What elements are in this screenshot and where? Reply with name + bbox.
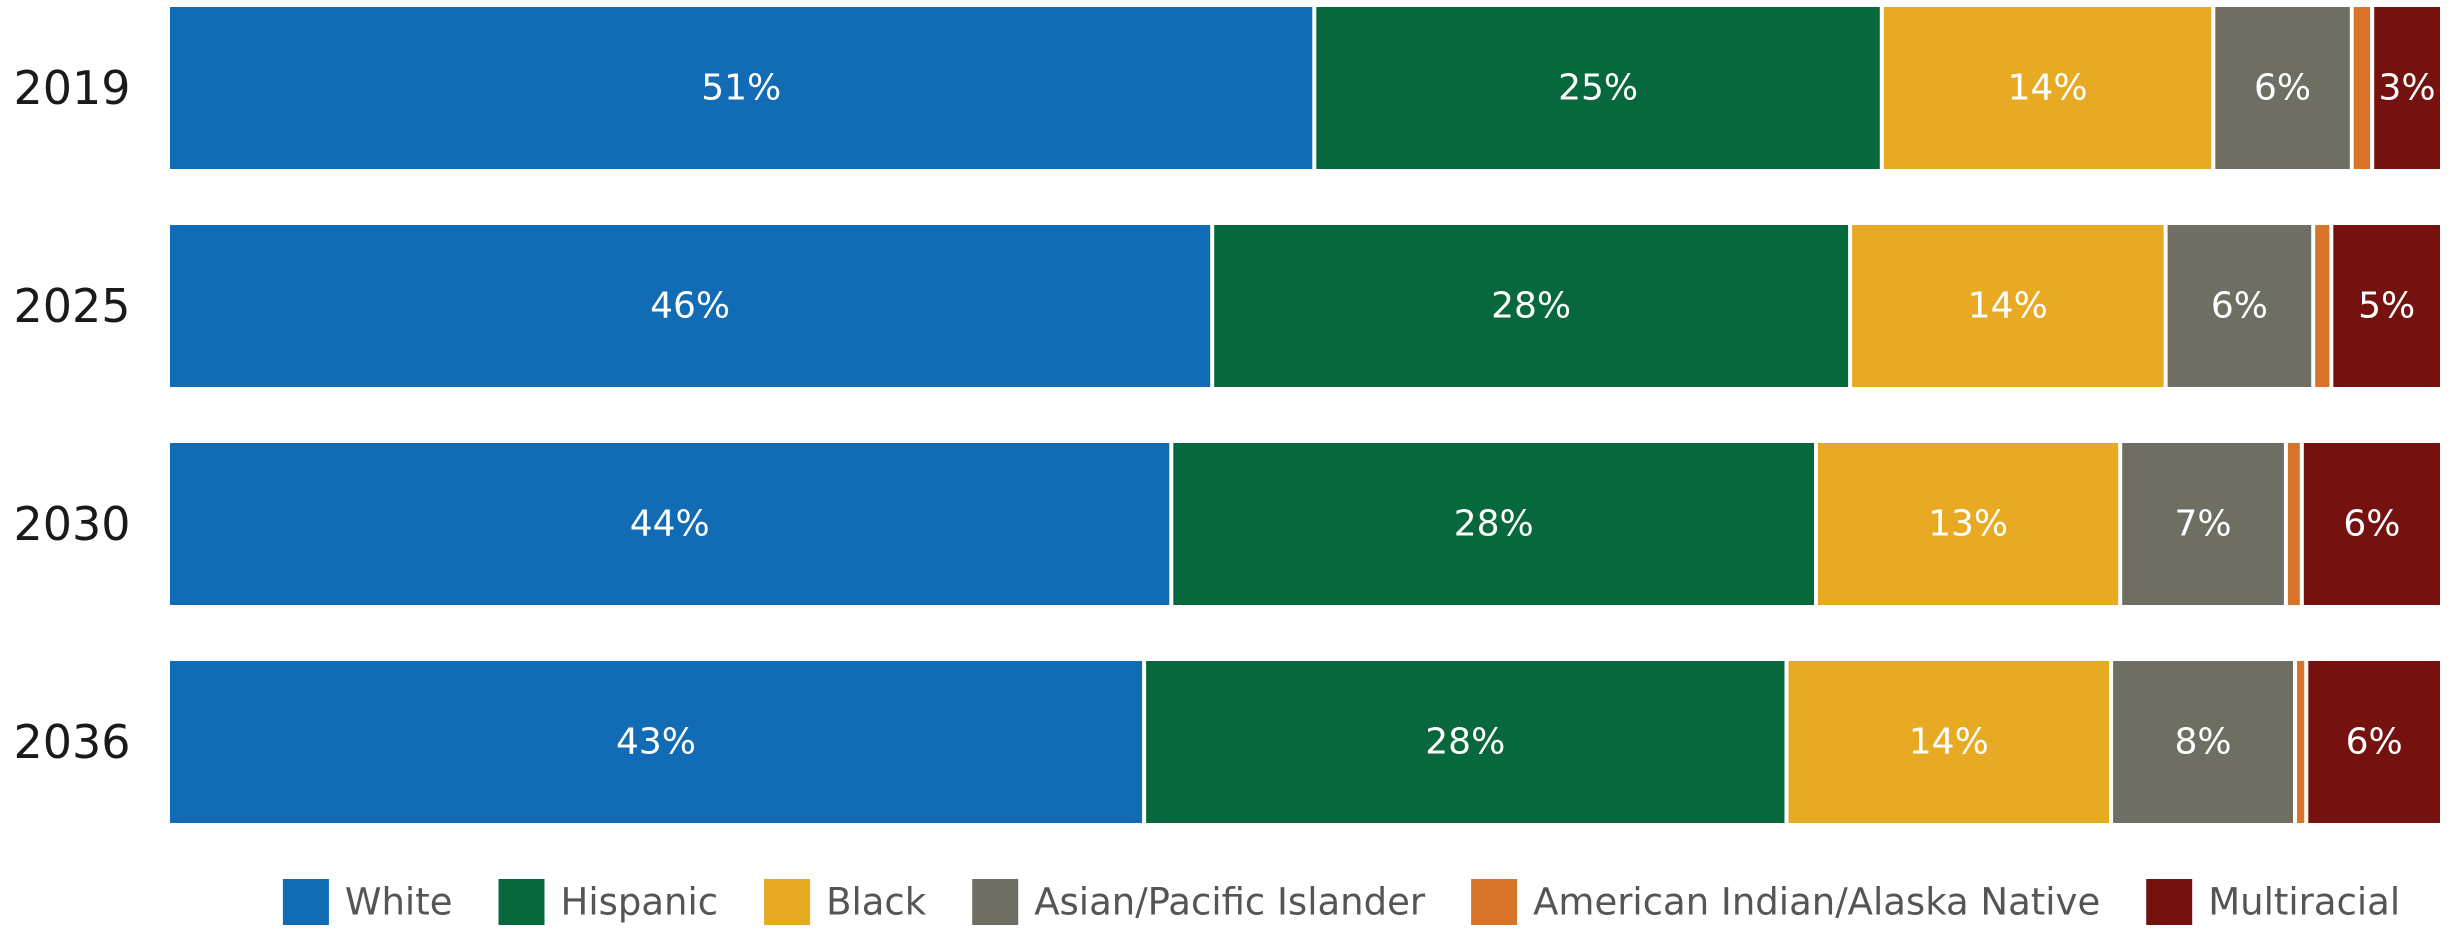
legend-label-hispanic: Hispanic xyxy=(561,881,719,924)
data-label-black-2036: 14% xyxy=(1909,722,1989,763)
year-label-2030: 2030 xyxy=(13,497,130,551)
bar-white-2030 xyxy=(170,443,1170,605)
legend-swatch-white xyxy=(282,879,329,925)
bars: 51% 25% 14% 6% 3%46% 28% 14% 6% 5%44% 28% 13% 7% 6%4… xyxy=(170,7,2440,823)
bar-hispanic-2030 xyxy=(1173,443,1814,605)
legend-swatch-hispanic xyxy=(498,879,545,925)
year-labels: 2019 2025 2030 2036 xyxy=(13,61,130,769)
legend-item-white: White xyxy=(282,879,453,925)
bar-american-indian-alaska-native-2030 xyxy=(2287,443,2300,605)
data-label-multiracial-2030: 6% xyxy=(2343,504,2400,545)
legend-item-asian-pacific-islander: Asian/Pacific Islander xyxy=(972,879,1426,925)
bar-black-2019 xyxy=(1883,7,2212,169)
data-label-black-2030: 13% xyxy=(1928,504,2008,545)
bar-black-2025 xyxy=(1852,225,2164,387)
data-label-hispanic-2025: 28% xyxy=(1491,286,1571,327)
bar-asian-pacific-islander-2030 xyxy=(2122,443,2284,605)
bar-row-2030: 44% 28% 13% 7% 6% xyxy=(170,443,2440,605)
data-label-multiracial-2025: 5% xyxy=(2358,286,2415,327)
data-label-asian-pacific-islander-2025: 6% xyxy=(2211,286,2268,327)
bar-row-2036: 43% 28% 14% 8% 6% xyxy=(170,661,2440,823)
legend: White Hispanic Black Asian/Pacific Islander… xyxy=(282,879,2400,925)
bar-white-2025 xyxy=(170,225,1211,387)
bar-hispanic-2036 xyxy=(1146,661,1785,823)
bar-asian-pacific-islander-2036 xyxy=(2113,661,2293,823)
bar-hispanic-2025 xyxy=(1214,225,1849,387)
bar-asian-pacific-islander-2019 xyxy=(2215,7,2350,169)
bar-black-2036 xyxy=(1788,661,2110,823)
data-label-black-2025: 14% xyxy=(1968,286,2048,327)
bar-asian-pacific-islander-2025 xyxy=(2167,225,2312,387)
bar-multiracial-2025 xyxy=(2333,225,2440,387)
data-label-hispanic-2019: 25% xyxy=(1558,68,1638,109)
bar-row-2019: 51% 25% 14% 6% 3% xyxy=(170,7,2440,169)
bar-multiracial-2036 xyxy=(2308,661,2440,823)
data-label-multiracial-2036: 6% xyxy=(2346,722,2403,763)
legend-label-american-indian-alaska-native: American Indian/Alaska Native xyxy=(1533,881,2100,924)
bar-multiracial-2019 xyxy=(2374,7,2440,169)
legend-item-black: Black xyxy=(764,879,927,925)
legend-label-asian-pacific-islander: Asian/Pacific Islander xyxy=(1034,881,1426,924)
data-label-multiracial-2019: 3% xyxy=(2379,68,2436,109)
bar-white-2019 xyxy=(170,7,1313,169)
data-label-white-2019: 51% xyxy=(701,68,781,109)
data-label-asian-pacific-islander-2030: 7% xyxy=(2175,504,2232,545)
bar-black-2030 xyxy=(1818,443,2119,605)
legend-label-white: White xyxy=(345,881,453,924)
data-label-asian-pacific-islander-2036: 8% xyxy=(2175,722,2232,763)
legend-swatch-multiracial xyxy=(2146,879,2193,925)
legend-item-american-indian-alaska-native: American Indian/Alaska Native xyxy=(1471,879,2100,925)
year-label-2025: 2025 xyxy=(13,279,130,333)
data-label-white-2025: 46% xyxy=(650,286,730,327)
data-label-white-2030: 44% xyxy=(630,504,710,545)
bar-row-2025: 46% 28% 14% 6% 5% xyxy=(170,225,2440,387)
legend-swatch-american-indian-alaska-native xyxy=(1471,879,1518,925)
bar-hispanic-2019 xyxy=(1316,7,1880,169)
legend-swatch-asian-pacific-islander xyxy=(972,879,1019,925)
bar-american-indian-alaska-native-2019 xyxy=(2353,7,2371,169)
year-label-2019: 2019 xyxy=(13,61,130,115)
legend-item-hispanic: Hispanic xyxy=(498,879,719,925)
legend-label-multiracial: Multiracial xyxy=(2208,881,2400,924)
data-label-hispanic-2030: 28% xyxy=(1454,504,1534,545)
legend-swatch-black xyxy=(764,879,811,925)
data-label-asian-pacific-islander-2019: 6% xyxy=(2254,68,2311,109)
bar-white-2036 xyxy=(170,661,1143,823)
year-label-2036: 2036 xyxy=(13,715,130,769)
data-label-white-2036: 43% xyxy=(616,722,696,763)
data-label-black-2019: 14% xyxy=(2008,68,2088,109)
legend-label-black: Black xyxy=(826,881,927,924)
data-label-hispanic-2036: 28% xyxy=(1425,722,1505,763)
bar-multiracial-2030 xyxy=(2303,443,2440,605)
bar-american-indian-alaska-native-2036 xyxy=(2297,661,2305,823)
legend-item-multiracial: Multiracial xyxy=(2146,879,2400,925)
bar-american-indian-alaska-native-2025 xyxy=(2315,225,2330,387)
